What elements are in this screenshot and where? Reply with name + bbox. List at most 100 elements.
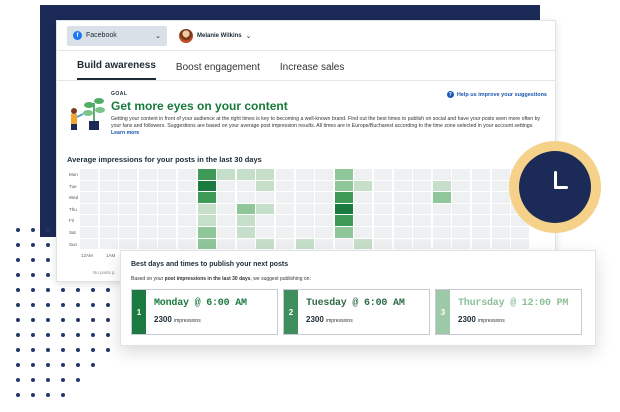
heatmap-cell[interactable] xyxy=(99,169,118,180)
heatmap-cell[interactable] xyxy=(315,203,334,215)
heatmap-cell[interactable] xyxy=(99,180,118,192)
heatmap-cell[interactable] xyxy=(452,180,471,192)
heatmap-cell[interactable] xyxy=(374,169,392,180)
heatmap-cell[interactable] xyxy=(178,227,196,238)
heatmap-cell[interactable] xyxy=(138,169,157,180)
heatmap-cell[interactable] xyxy=(178,203,196,215)
heatmap-cell[interactable] xyxy=(511,238,530,250)
heatmap-cell[interactable] xyxy=(119,180,138,192)
heatmap-cell[interactable] xyxy=(315,180,334,192)
heatmap-cell[interactable] xyxy=(119,238,138,250)
heatmap-cell[interactable] xyxy=(393,238,412,250)
heatmap-cell[interactable] xyxy=(472,169,490,180)
heatmap-cell[interactable] xyxy=(315,192,334,203)
heatmap-cell[interactable] xyxy=(158,180,177,192)
heatmap-cell[interactable] xyxy=(178,180,196,192)
heatmap-cell[interactable] xyxy=(472,192,490,203)
heatmap-cell[interactable] xyxy=(256,203,275,215)
heatmap-cell[interactable] xyxy=(80,169,98,180)
heatmap-cell[interactable] xyxy=(393,180,412,192)
heatmap-cell[interactable] xyxy=(276,215,294,226)
heatmap-cell[interactable] xyxy=(138,180,157,192)
heatmap-cell[interactable] xyxy=(374,192,392,203)
heatmap-cell[interactable] xyxy=(432,215,451,226)
heatmap-cell[interactable] xyxy=(276,203,294,215)
tab-boost-engagement[interactable]: Boost engagement xyxy=(175,62,260,73)
suggestion-slot-3[interactable]: 3 Thursday @ 12:00 PM 2300 impressions xyxy=(435,289,582,335)
heatmap-cell[interactable] xyxy=(432,238,451,250)
tab-build-awareness[interactable]: Build awareness xyxy=(77,60,156,80)
help-improve-link[interactable]: ? Help us improve your suggestions xyxy=(446,91,547,98)
heatmap-cell[interactable] xyxy=(432,180,451,192)
heatmap-cell[interactable] xyxy=(236,227,255,238)
heatmap-cell[interactable] xyxy=(80,180,98,192)
heatmap-cell[interactable] xyxy=(276,238,294,250)
heatmap-cell[interactable] xyxy=(491,203,510,215)
heatmap-cell[interactable] xyxy=(413,203,432,215)
heatmap-cell[interactable] xyxy=(158,238,177,250)
heatmap-cell[interactable] xyxy=(119,203,138,215)
account-selector[interactable]: f Facebook ⌄ xyxy=(67,25,167,46)
heatmap-cell[interactable] xyxy=(178,169,196,180)
heatmap-cell[interactable] xyxy=(217,215,236,226)
heatmap-cell[interactable] xyxy=(452,192,471,203)
heatmap-cell[interactable] xyxy=(158,215,177,226)
heatmap-cell[interactable] xyxy=(432,203,451,215)
heatmap-cell[interactable] xyxy=(452,215,471,226)
heatmap-cell[interactable] xyxy=(354,169,373,180)
heatmap-cell[interactable] xyxy=(217,203,236,215)
heatmap-cell[interactable] xyxy=(138,238,157,250)
heatmap-cell[interactable] xyxy=(413,215,432,226)
heatmap-cell[interactable] xyxy=(158,169,177,180)
heatmap-cell[interactable] xyxy=(393,169,412,180)
heatmap-cell[interactable] xyxy=(413,180,432,192)
heatmap-cell[interactable] xyxy=(119,169,138,180)
heatmap-cell[interactable] xyxy=(511,215,530,226)
heatmap-cell[interactable] xyxy=(256,227,275,238)
heatmap-cell[interactable] xyxy=(374,180,392,192)
heatmap-cell[interactable] xyxy=(295,238,314,250)
heatmap-cell[interactable] xyxy=(491,238,510,250)
heatmap-cell[interactable] xyxy=(295,215,314,226)
heatmap-cell[interactable] xyxy=(80,203,98,215)
heatmap-cell[interactable] xyxy=(354,227,373,238)
heatmap-cell[interactable] xyxy=(158,203,177,215)
heatmap-cell[interactable] xyxy=(178,215,196,226)
heatmap-cell[interactable] xyxy=(472,215,490,226)
heatmap-cell[interactable] xyxy=(138,227,157,238)
heatmap-cell[interactable] xyxy=(491,215,510,226)
heatmap-cell[interactable] xyxy=(295,192,314,203)
heatmap-cell[interactable] xyxy=(99,238,118,250)
heatmap-cell[interactable] xyxy=(295,203,314,215)
heatmap-cell[interactable] xyxy=(452,238,471,250)
suggestion-slot-2[interactable]: 2 Tuesday @ 6:00 AM 2300 impressions xyxy=(283,289,430,335)
heatmap-cell[interactable] xyxy=(119,215,138,226)
heatmap-cell[interactable] xyxy=(276,227,294,238)
heatmap-cell[interactable] xyxy=(99,227,118,238)
heatmap-cell[interactable] xyxy=(491,227,510,238)
heatmap-cell[interactable] xyxy=(276,192,294,203)
heatmap-cell[interactable] xyxy=(256,180,275,192)
heatmap-cell[interactable] xyxy=(452,227,471,238)
heatmap-cell[interactable] xyxy=(334,192,353,203)
heatmap-cell[interactable] xyxy=(452,203,471,215)
heatmap-cell[interactable] xyxy=(432,169,451,180)
heatmap-cell[interactable] xyxy=(472,227,490,238)
heatmap-cell[interactable] xyxy=(472,238,490,250)
heatmap-cell[interactable] xyxy=(236,203,255,215)
heatmap-cell[interactable] xyxy=(374,227,392,238)
suggestion-slot-1[interactable]: 1 Monday @ 6:00 AM 2300 impressions xyxy=(131,289,278,335)
heatmap-cell[interactable] xyxy=(197,238,216,250)
heatmap-cell[interactable] xyxy=(236,238,255,250)
heatmap-cell[interactable] xyxy=(472,180,490,192)
heatmap-cell[interactable] xyxy=(80,238,98,250)
heatmap-cell[interactable] xyxy=(354,180,373,192)
heatmap-cell[interactable] xyxy=(413,169,432,180)
heatmap-cell[interactable] xyxy=(138,215,157,226)
heatmap-cell[interactable] xyxy=(393,192,412,203)
heatmap-cell[interactable] xyxy=(217,238,236,250)
heatmap-cell[interactable] xyxy=(491,192,510,203)
heatmap-cell[interactable] xyxy=(295,227,314,238)
heatmap-cell[interactable] xyxy=(217,192,236,203)
heatmap-cell[interactable] xyxy=(99,215,118,226)
